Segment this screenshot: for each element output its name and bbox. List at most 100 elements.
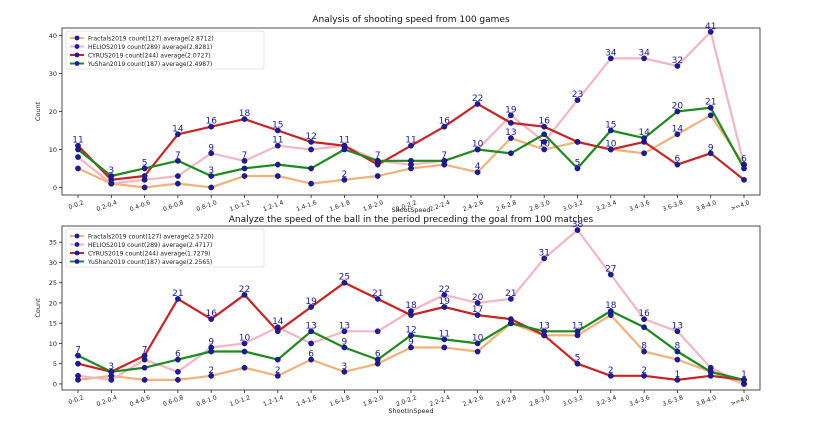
data-point (707, 112, 714, 119)
x-tick-label: 0.2-0.4 (96, 199, 119, 213)
data-point (308, 139, 314, 145)
chart-title: Analysis of shooting speed from 100 game… (312, 15, 510, 25)
data-point (641, 55, 647, 62)
data-point (607, 271, 614, 278)
data-label: 7 (75, 346, 81, 356)
data-point (607, 55, 614, 62)
data-label: 6 (175, 350, 181, 360)
legend-entry: YuShan2019 count(187) average(2.4987) (87, 61, 212, 68)
data-point (175, 173, 181, 179)
data-label: 17 (472, 305, 483, 315)
data-label: 21 (372, 289, 383, 299)
data-point (241, 340, 248, 347)
data-point (241, 291, 248, 298)
x-tick-label: 3.2-3.4 (595, 199, 618, 213)
data-point (441, 123, 448, 130)
legend-entry: YuShan2019 count(187) average(2.2565) (87, 259, 212, 266)
data-label: 13 (339, 321, 350, 331)
legend-swatch-marker (74, 233, 80, 239)
data-point (508, 120, 514, 126)
data-point (707, 150, 714, 157)
data-label: 34 (638, 48, 650, 58)
data-label: 6 (675, 155, 681, 165)
data-point (408, 142, 414, 149)
data-point (674, 108, 681, 115)
data-point (441, 336, 448, 343)
data-point (141, 352, 148, 359)
data-label: 13 (505, 128, 516, 138)
data-point (341, 176, 348, 183)
data-point (641, 324, 647, 331)
chart-title: Analyze the speed of the ball in the per… (229, 215, 594, 225)
x-tick-label: 1.0-1.2 (229, 199, 252, 213)
x-tick-label: 0-0.2 (68, 394, 85, 406)
data-label: 27 (605, 265, 616, 275)
data-point (641, 316, 647, 322)
data-point (541, 146, 548, 153)
x-tick-label: 1.0-1.2 (229, 394, 252, 408)
data-label: 10 (472, 333, 484, 343)
x-tick-label: 3.6-3.8 (662, 394, 685, 408)
data-label: 21 (705, 98, 716, 108)
data-point (175, 356, 181, 363)
data-label: 14 (672, 124, 684, 134)
x-tick-label: 3.2-3.4 (595, 394, 618, 408)
data-label: 20 (672, 102, 684, 112)
data-point (607, 127, 614, 134)
data-label: 19 (439, 297, 451, 307)
y-tick-label: 15 (49, 320, 57, 328)
data-point (175, 131, 181, 138)
data-point (241, 348, 248, 355)
x-tick-label: 0.8-1.0 (196, 394, 219, 408)
x-tick-label: 3.8-4.0 (695, 394, 718, 408)
data-label: 7 (375, 151, 381, 161)
data-point (541, 123, 548, 130)
data-point (308, 165, 314, 172)
legend-entry: CYRUS2019 count(244) average(2.0727) (88, 52, 211, 59)
data-label: 41 (705, 22, 716, 32)
data-label: 15 (272, 120, 283, 130)
data-point (441, 344, 448, 351)
data-label: 21 (172, 289, 183, 299)
data-point (741, 165, 747, 172)
y-tick-label: 5 (53, 360, 57, 368)
data-point (408, 344, 414, 351)
data-point (108, 173, 115, 179)
data-label: 2 (641, 366, 647, 376)
data-point (707, 104, 714, 111)
data-label: 9 (208, 337, 214, 347)
x-tick-label: 2.4-2.6 (462, 394, 485, 408)
legend-swatch-marker (74, 35, 80, 41)
data-label: 11 (439, 329, 450, 339)
data-label: 19 (305, 297, 317, 307)
data-point (474, 340, 481, 347)
x-tick-label: 1.6-1.8 (329, 199, 352, 213)
legend-box (65, 30, 265, 70)
data-label: 18 (405, 301, 417, 311)
data-label: 22 (439, 285, 450, 295)
y-tick-label: 20 (49, 299, 57, 307)
data-point (508, 150, 514, 157)
data-point (308, 328, 314, 335)
data-point (408, 157, 414, 164)
data-point (707, 28, 714, 35)
x-tick-label: 1.8-2.0 (362, 199, 385, 213)
data-label: 38 (572, 220, 584, 230)
data-point (408, 312, 414, 318)
data-point (574, 328, 581, 335)
legend-entry: CYRUS2019 count(244) average(1.7279) (88, 250, 211, 257)
data-label: 12 (405, 325, 416, 335)
data-point (241, 157, 248, 164)
data-label: 16 (638, 309, 650, 319)
data-point (674, 348, 681, 355)
data-label: 12 (305, 132, 316, 142)
data-point (508, 112, 514, 119)
data-point (541, 131, 548, 138)
data-label: 19 (505, 105, 517, 115)
y-tick-label: 30 (49, 259, 57, 267)
data-label: 11 (405, 136, 416, 146)
data-point (541, 255, 548, 262)
data-point (541, 139, 548, 145)
data-point (308, 180, 314, 187)
